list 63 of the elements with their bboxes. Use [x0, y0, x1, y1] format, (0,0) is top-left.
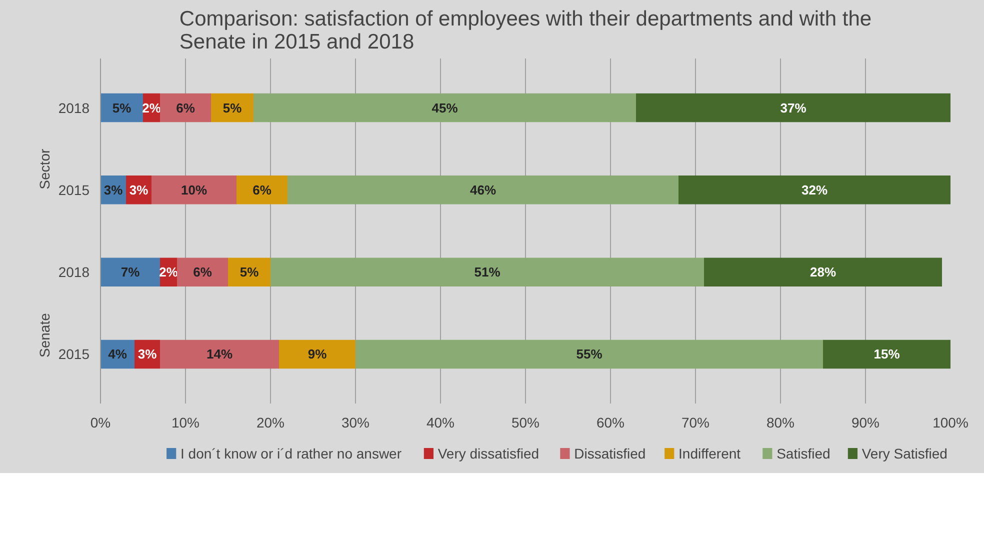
x-tick-label: 50% — [511, 414, 540, 430]
bar — [704, 258, 942, 286]
x-tick-label: 20% — [256, 414, 285, 430]
y-tick-label: 2015 — [58, 182, 90, 198]
data-label: 5% — [222, 100, 242, 116]
data-label: 5% — [240, 264, 260, 280]
bar — [279, 340, 356, 369]
text: Senate — [36, 312, 52, 358]
bar — [160, 93, 211, 122]
legend-label: Very Satisfied — [862, 446, 948, 462]
data-label: 46% — [470, 182, 496, 198]
x-tick-label: 0% — [90, 414, 111, 430]
data-label: 3% — [138, 346, 158, 362]
data-label: 15% — [874, 346, 900, 362]
data-label: 55% — [576, 346, 603, 362]
data-label: 3% — [104, 182, 124, 198]
bar — [152, 176, 236, 204]
bar — [177, 258, 228, 286]
y-tick-label: 2018 — [58, 264, 90, 280]
bar — [100, 258, 160, 286]
bar — [228, 258, 270, 286]
x-tick-label: 100% — [932, 414, 968, 430]
data-label: 51% — [474, 264, 501, 280]
data-label: 5% — [112, 100, 132, 116]
data-label: 6% — [252, 182, 272, 198]
data-label: 3% — [129, 182, 149, 198]
bar — [823, 340, 950, 369]
x-tick-label: 70% — [681, 414, 710, 430]
legend-label: I don´t know or i´d rather no answer — [180, 446, 402, 462]
x-tick-label: 40% — [426, 414, 455, 430]
bar — [254, 93, 636, 122]
y-tick-label: 2018 — [58, 100, 90, 116]
legend-label: Dissatisfied — [574, 446, 646, 462]
data-label: 10% — [180, 182, 208, 198]
bar — [211, 93, 254, 122]
x-tick-label: 60% — [596, 414, 625, 430]
data-label: 4% — [108, 346, 128, 362]
x-tick-label: 90% — [851, 414, 880, 430]
legend-label: Indifferent — [678, 446, 741, 462]
data-label: 32% — [801, 182, 828, 198]
data-label: 45% — [432, 100, 458, 116]
x-tick-label: 10% — [171, 414, 200, 430]
x-tick-label: 30% — [341, 414, 370, 430]
legend-label: Very dissatisfied — [438, 446, 540, 462]
legend-label: Satisfied — [776, 446, 830, 462]
chart-title: Comparison: satisfaction of employees with their departments and with the Senate in 2015 and 2018 — [179, 8, 872, 54]
y-tick-label: 2015 — [58, 346, 90, 362]
bar — [288, 176, 678, 204]
data-label: 9% — [308, 346, 328, 362]
bar — [160, 340, 279, 369]
bar — [356, 340, 823, 369]
bar — [678, 176, 950, 204]
data-label: 28% — [810, 264, 836, 280]
data-label: 14% — [206, 346, 233, 362]
bar — [636, 93, 950, 122]
bar — [270, 258, 704, 286]
bar — [236, 176, 288, 204]
data-label: 6% — [176, 100, 196, 116]
data-label: 6% — [193, 264, 212, 280]
x-tick-label: 80% — [766, 414, 795, 430]
data-label: 7% — [120, 264, 140, 280]
data-label: 37% — [780, 100, 807, 116]
text: Sector — [36, 148, 52, 190]
